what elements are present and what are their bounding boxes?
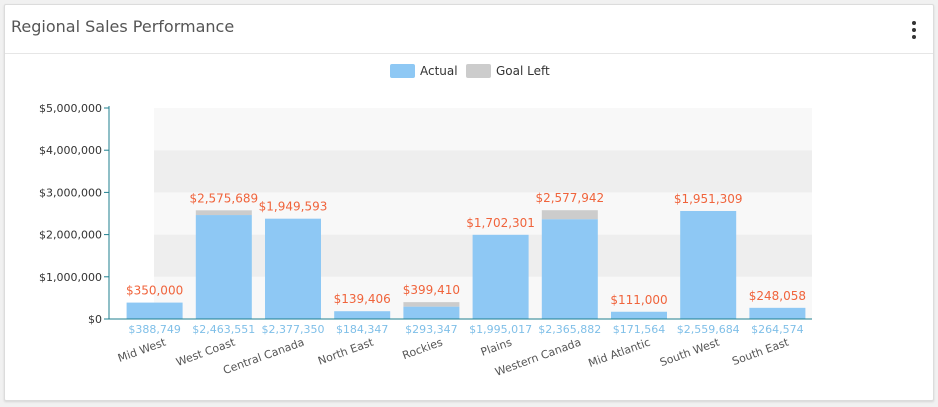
- goal-value-label: $350,000: [126, 284, 183, 298]
- goal-value-label: $139,406: [334, 292, 391, 306]
- legend-label: Actual: [420, 64, 458, 78]
- bar-actual: [403, 306, 460, 319]
- goal-value-label: $2,577,942: [535, 191, 604, 205]
- legend-swatch: [390, 64, 415, 78]
- x-tick-label: Rockies: [401, 336, 445, 363]
- card-header: Regional Sales Performance: [5, 5, 933, 54]
- actual-value-label: $2,463,551: [192, 323, 255, 336]
- goal-value-label: $399,410: [403, 283, 460, 297]
- bar-actual: [541, 219, 598, 319]
- actual-value-label: $1,995,017: [469, 323, 532, 336]
- actual-value-label: $2,377,350: [262, 323, 325, 336]
- card-title: Regional Sales Performance: [11, 17, 235, 36]
- x-tick-label: North East: [316, 335, 376, 367]
- actual-value-label: $2,559,684: [677, 323, 740, 336]
- grid-band: [154, 108, 812, 151]
- bar-actual: [195, 215, 252, 319]
- bar-goal-left: [541, 210, 598, 220]
- goal-value-label: $1,702,301: [466, 216, 535, 230]
- y-tick-label: $5,000,000: [39, 102, 102, 115]
- x-tick-label: South West: [658, 335, 722, 369]
- goal-value-label: $1,949,593: [259, 200, 328, 214]
- x-tick-label: Mid Atlantic: [587, 336, 652, 370]
- bar-actual: [749, 307, 806, 319]
- actual-value-label: $2,365,882: [538, 323, 601, 336]
- bar-actual: [265, 218, 321, 319]
- x-tick-label: Plains: [479, 336, 514, 359]
- y-tick-label: $2,000,000: [39, 229, 102, 242]
- legend-item-goal-left[interactable]: Goal Left: [466, 64, 550, 78]
- actual-value-label: $184,347: [336, 323, 389, 336]
- bar-goal-left: [195, 210, 252, 216]
- bar-actual: [126, 302, 183, 319]
- grid-band: [154, 150, 812, 193]
- y-tick-label: $3,000,000: [39, 186, 102, 199]
- y-tick-label: $0: [88, 313, 102, 326]
- y-tick-label: $4,000,000: [39, 144, 102, 157]
- actual-value-label: $264,574: [751, 323, 804, 336]
- actual-value-label: $293,347: [405, 323, 458, 336]
- legend-item-actual[interactable]: Actual: [390, 64, 458, 78]
- goal-value-label: $248,058: [749, 289, 806, 303]
- more-vertical-icon[interactable]: [909, 21, 919, 39]
- bar-actual: [680, 210, 737, 319]
- x-tick-label: South East: [730, 335, 791, 368]
- actual-value-label: $171,564: [613, 323, 666, 336]
- bar-actual: [472, 234, 529, 319]
- legend-swatch: [466, 64, 491, 78]
- x-tick-label: Mid West: [116, 335, 168, 365]
- bar-actual: [334, 311, 391, 319]
- goal-value-label: $2,575,689: [189, 191, 258, 205]
- y-tick-label: $1,000,000: [39, 271, 102, 284]
- legend-label: Goal Left: [496, 64, 550, 78]
- bar-actual: [611, 311, 667, 319]
- bar-goal-left: [403, 302, 460, 307]
- actual-value-label: $388,749: [128, 323, 181, 336]
- goal-value-label: $1,951,309: [674, 192, 743, 206]
- goal-value-label: $111,000: [610, 293, 667, 307]
